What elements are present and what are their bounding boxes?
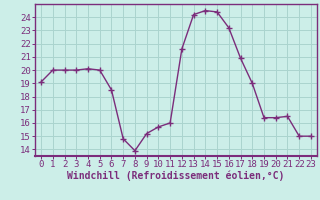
X-axis label: Windchill (Refroidissement éolien,°C): Windchill (Refroidissement éolien,°C) bbox=[67, 171, 285, 181]
